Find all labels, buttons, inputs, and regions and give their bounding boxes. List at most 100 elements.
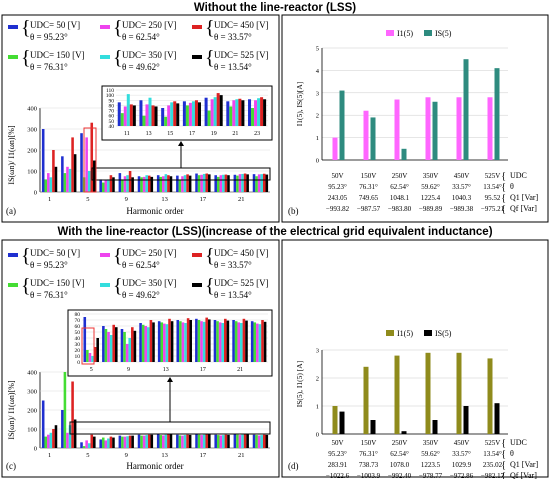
inset-bar (253, 322, 257, 362)
bar (142, 176, 146, 192)
bar (195, 434, 198, 448)
bar (82, 446, 86, 448)
bar (487, 358, 493, 434)
bar (41, 400, 45, 448)
bar (186, 434, 189, 448)
bar (145, 435, 148, 448)
bar (63, 173, 67, 192)
y-tick-label: 300 (27, 389, 37, 396)
bar (147, 434, 151, 448)
bar (49, 432, 53, 448)
bar (202, 434, 206, 448)
bar (494, 403, 500, 434)
theta-value: 62.54° (390, 450, 409, 458)
bar (68, 425, 72, 448)
bar (246, 434, 249, 448)
bar (214, 434, 217, 448)
bar (205, 173, 209, 192)
x-tick-label: 5 (86, 452, 89, 459)
q1-value: 738.73 (359, 461, 379, 469)
inset-bar (219, 95, 223, 126)
bar (150, 176, 154, 192)
bar (456, 352, 462, 434)
bar (394, 99, 400, 160)
legend-udc: UDC= 525 [V] (214, 278, 269, 288)
inset-bar (160, 322, 164, 362)
bar (200, 435, 203, 448)
row-label-q1: Q1 [Var] (510, 193, 539, 202)
bar (71, 381, 74, 448)
legend-udc: UDC= 350 [V] (122, 278, 177, 288)
bar (99, 179, 102, 192)
legend-swatch (8, 55, 18, 59)
inset-bar (204, 97, 208, 126)
bar (118, 173, 122, 192)
inset-bar (221, 323, 225, 362)
panel-a-frame (1, 14, 280, 223)
row-label-udc: UDC (510, 438, 527, 447)
table-brace: { (501, 449, 506, 460)
inset-y-tick-label: 30 (75, 342, 81, 348)
inset-bar (205, 317, 209, 362)
inset-bar (176, 320, 180, 362)
y-tick-label: 0 (34, 446, 37, 453)
legend-swatch (100, 55, 110, 59)
bar (246, 174, 249, 192)
inset-bar (173, 101, 177, 126)
inset-bar (168, 318, 171, 362)
panel-a-label: (a) (6, 206, 16, 216)
y-tick-label: 1 (316, 135, 319, 142)
inset-bar (131, 327, 134, 362)
bar (188, 175, 192, 192)
bar (456, 97, 462, 160)
table-brace: { (501, 182, 506, 193)
q1-value: 95.52 (485, 194, 501, 202)
bar (167, 434, 170, 448)
inset-bar (213, 320, 217, 362)
inset-y-tick-label: 70 (75, 318, 81, 324)
legend-udc: UDC= 50 [V] (30, 20, 80, 30)
x-tick-label: 21 (238, 196, 245, 203)
category-label: 350V (423, 172, 439, 180)
legend-theta: θ = 76.31° (30, 290, 68, 300)
inset-bar (200, 321, 203, 362)
inset-x-tick-label: 11 (124, 131, 130, 137)
inset-bar (237, 322, 241, 362)
theta-value: 59.62° (421, 450, 440, 458)
qf-value: −987.57 (357, 205, 381, 213)
bar (181, 176, 184, 192)
inset-bar (195, 318, 198, 362)
qf-value: −989.89 (419, 205, 443, 213)
y-axis-label-c: IS(ωn)/ I1(ωn)[%] (7, 380, 16, 440)
bar (142, 435, 146, 448)
q1-value: 1225.4 (421, 194, 441, 202)
bar (260, 174, 263, 192)
bar (214, 175, 217, 192)
inset-bar (263, 99, 267, 126)
x-axis-label-c: Harmonic order (126, 461, 183, 471)
x-tick-label: 13 (161, 452, 168, 459)
panel-d-frame (281, 239, 549, 478)
qf-value: −989.38 (450, 205, 474, 213)
row-label-theta: θ (510, 449, 514, 458)
legend-swatch (386, 30, 394, 36)
bar (425, 97, 431, 160)
legend-swatch (192, 253, 202, 257)
legend-brace: { (21, 47, 31, 69)
legend-udc: UDC= 150 [V] (30, 278, 85, 288)
bar (487, 97, 493, 160)
zoom-arrowhead (178, 141, 184, 146)
inset-bar (104, 329, 108, 362)
inset-bar (88, 353, 92, 362)
inset-bar (197, 320, 201, 362)
bar (205, 434, 209, 448)
inset-x-tick-label: 21 (232, 131, 238, 137)
bar (227, 175, 230, 192)
inset-x-tick-label: 23 (254, 131, 260, 137)
category-label: 150V (361, 439, 377, 447)
qf-value: −992.40 (388, 472, 412, 479)
legend-brace: { (21, 275, 31, 297)
bar (128, 435, 132, 448)
q1-value: 1029.9 (452, 461, 472, 469)
y-tick-label: 100 (27, 427, 37, 434)
